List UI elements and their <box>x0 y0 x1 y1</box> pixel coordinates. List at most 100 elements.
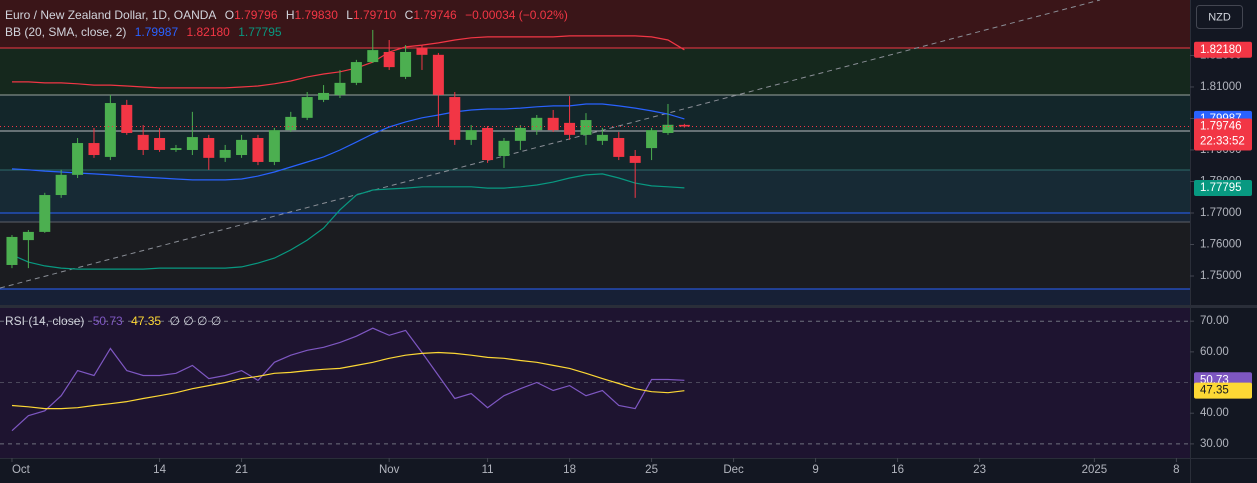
candle-body <box>547 117 559 131</box>
last-price-badge <box>1194 118 1252 151</box>
candle-body <box>137 134 149 150</box>
x-tick-label: 25 <box>645 464 658 476</box>
bollinger-line <box>12 35 685 89</box>
indicator-title: RSI (14, close) <box>5 314 85 328</box>
candle-body <box>383 51 395 68</box>
legend-label: C <box>404 8 414 22</box>
candle-body <box>104 103 116 157</box>
candle-body <box>203 138 215 158</box>
price-badge <box>1194 41 1252 58</box>
rsi-legend: RSI (14, close) 50.73 47.35 ∅ ∅ ∅ ∅ <box>5 314 226 328</box>
candle-body <box>350 62 362 83</box>
zone <box>0 222 1190 289</box>
x-tick-label: Oct <box>12 464 31 476</box>
candle-body <box>22 231 34 241</box>
candle-body <box>629 155 641 163</box>
candle-body <box>678 124 690 127</box>
legend-value: 1.79746 <box>413 8 457 22</box>
candle-body <box>498 140 510 156</box>
candle-body <box>416 47 428 55</box>
x-tick-label: 2025 <box>1082 464 1108 476</box>
zone <box>0 0 1190 48</box>
candle-body <box>186 137 198 150</box>
x-tick-label: 14 <box>153 464 166 476</box>
x-tick-label: 16 <box>891 464 904 476</box>
candle-body <box>39 195 51 232</box>
candle-body <box>432 54 444 95</box>
zone <box>0 213 1190 222</box>
candle-body <box>121 104 133 133</box>
candle-body <box>564 122 576 135</box>
bollinger-line <box>11 103 685 181</box>
candle-body <box>236 139 248 156</box>
y-tick-label: 70.00 <box>1200 315 1229 327</box>
legend-value: 1.79796 <box>234 8 278 22</box>
trend-line <box>0 0 1101 289</box>
legend-value: 1.79830 <box>294 8 338 22</box>
candle-body <box>6 236 18 265</box>
y-tick-label: 1.77000 <box>1200 207 1242 219</box>
bb-legend: BB (20, SMA, close, 2) 1.79987 1.82180 1… <box>5 25 287 39</box>
y-tick-label: 40.00 <box>1200 407 1229 419</box>
candle-body <box>154 138 166 150</box>
legend-label: O <box>224 8 235 22</box>
candle-body <box>219 149 231 158</box>
candle-body <box>367 50 379 63</box>
zone <box>0 289 1190 305</box>
candle-body <box>88 143 100 156</box>
legend-label: H <box>285 8 295 22</box>
x-tick-label: 8 <box>1173 464 1179 476</box>
x-tick-label: Nov <box>379 464 400 476</box>
x-tick-label: 11 <box>482 464 494 476</box>
candle-body <box>400 51 412 77</box>
legend-value: 50.73 <box>92 314 123 328</box>
legend-extra: ∅ ∅ ∅ ∅ <box>169 314 222 328</box>
y-tick-label: 1.76000 <box>1200 239 1242 251</box>
legend-value: 1.79987 <box>134 25 179 39</box>
candle-body <box>170 148 182 150</box>
candle-body <box>334 82 346 95</box>
candle-body <box>449 97 461 140</box>
candle-body <box>465 130 477 140</box>
price-badge-label: 1.82180 <box>1200 44 1242 56</box>
y-tick-label: 1.75000 <box>1200 270 1242 282</box>
candle-body <box>252 138 264 162</box>
x-tick-label: 21 <box>235 464 248 476</box>
candle-body <box>662 124 674 133</box>
last-price-badge-label: 22:33:52 <box>1200 136 1245 148</box>
ohlc-legend: Euro / New Zealand Dollar, 1D, OANDA O1.… <box>5 8 573 22</box>
candle-body <box>301 97 313 118</box>
indicator-title: BB (20, SMA, close, 2) <box>5 25 127 39</box>
candle-body <box>531 117 543 131</box>
change: −0.00034 (−0.02%) <box>465 8 568 22</box>
rsi-badge-label: 47.35 <box>1200 385 1229 397</box>
x-tick-label: Dec <box>723 464 744 476</box>
rsi-line <box>11 351 685 410</box>
candle-body <box>318 92 330 100</box>
candle-body <box>285 116 297 131</box>
candle-body <box>482 127 494 161</box>
price-badge-label: 1.77795 <box>1200 182 1242 194</box>
legend-value: 1.77795 <box>238 25 282 39</box>
legend-value: 47.35 <box>131 314 162 328</box>
price-badge <box>1194 179 1252 196</box>
rsi-badge <box>1194 382 1252 399</box>
x-tick-label: 18 <box>563 464 576 476</box>
candle-body <box>646 130 658 149</box>
candle-body <box>268 130 280 162</box>
legend-value: 1.82180 <box>186 25 230 39</box>
legend-value: 1.79710 <box>352 8 397 22</box>
y-tick-label: 1.81000 <box>1200 81 1242 93</box>
last-price-badge-label: 1.79746 <box>1200 121 1242 133</box>
candle-body <box>596 134 608 141</box>
candle-body <box>514 127 526 141</box>
rsi-line <box>11 327 685 432</box>
bollinger-line <box>11 173 685 270</box>
y-tick-label: 30.00 <box>1200 438 1229 450</box>
candle-body <box>580 120 592 135</box>
currency-button[interactable] <box>1196 5 1243 29</box>
x-tick-label: 23 <box>973 464 986 476</box>
legend-label: L <box>346 8 353 22</box>
currency[interactable]: NZD <box>1208 11 1231 23</box>
